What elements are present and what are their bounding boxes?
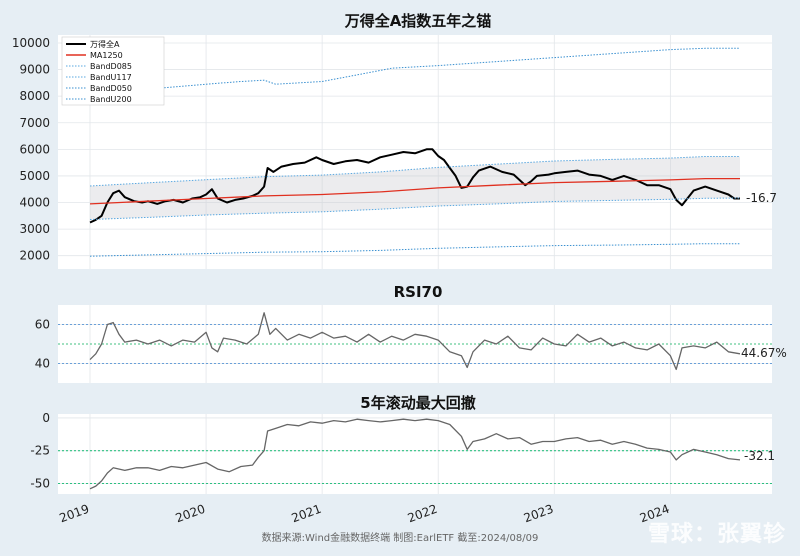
rsi-end-annotation: 44.67%	[741, 346, 787, 360]
price-ytick-label: 3000	[19, 222, 50, 236]
watermark: 雪球：张翼轸	[647, 522, 786, 547]
drawdown-series-line-0	[89, 418, 741, 490]
price-panel-title: 万得全A指数五年之锚	[344, 12, 492, 30]
rsi-series-line-0	[89, 312, 741, 371]
price-ytick-label: 8000	[19, 89, 50, 103]
drawdown-ytick-label: -25	[30, 444, 50, 458]
drawdown-panel: 5年滚动最大回撤 0 -25 -50 -32.1	[30, 394, 775, 494]
price-ytick-label: 2000	[19, 249, 50, 263]
price-ytick-label: 5000	[19, 169, 50, 183]
x-axis: 2019 2020 2021 2022 2023 2024	[58, 502, 672, 526]
price-series-line-4	[89, 243, 740, 257]
price-series-line-0	[89, 148, 740, 224]
drawdown-end-annotation: -32.1	[744, 449, 775, 463]
price-plot-area	[58, 35, 772, 269]
rsi-panel-title: RSI70	[394, 283, 443, 301]
price-ytick-label: 4000	[19, 196, 50, 210]
price-ytick-label: 6000	[19, 142, 50, 156]
price-ytick-label: 7000	[19, 116, 50, 130]
price-end-annotation: -16.7	[746, 191, 777, 205]
x-axis-year-label: 2022	[406, 502, 439, 526]
rsi-ytick-label: 40	[35, 357, 50, 371]
legend-box	[61, 36, 165, 106]
legend-entry-bandu117: BandU117	[90, 73, 132, 82]
band-shaded-region	[90, 156, 740, 220]
x-axis-year-label: 2020	[174, 502, 207, 526]
legend-entry-bandd085: BandD085	[90, 62, 132, 71]
rsi-ytick-label: 60	[35, 318, 50, 332]
price-ytick-label: 9000	[19, 63, 50, 77]
drawdown-panel-title: 5年滚动最大回撤	[360, 394, 475, 412]
legend-entry-ma1250: MA1250	[90, 51, 123, 60]
drawdown-plot-area	[58, 414, 772, 494]
drawdown-ytick-label: -50	[30, 477, 50, 491]
price-panel: 万得全A指数五年之锚 2000 3000 4000 5000 6000 7000 8000 9…	[12, 12, 777, 269]
price-series-line-2	[89, 197, 741, 220]
price-series-line-3	[89, 156, 740, 187]
drawdown-ytick-label: 0	[42, 411, 50, 425]
legend-entry-bandu200: BandU200	[90, 95, 132, 104]
x-axis-year-label: 2021	[290, 502, 323, 526]
legend-entry-index: 万得全A	[90, 39, 120, 49]
legend-entry-bandd050: BandD050	[90, 84, 132, 93]
price-ytick-label: 10000	[12, 36, 50, 50]
x-axis-year-label: 2023	[522, 502, 555, 526]
data-source-footer: 数据来源:Wind金融数据终端 制图:EarlETF 截至:2024/08/09	[261, 533, 539, 544]
chart-legend: 万得全A MA1250 BandD085 BandU117 BandD050 B…	[61, 36, 165, 106]
x-axis-year-label: 2019	[58, 502, 91, 526]
price-series-line-1	[89, 177, 740, 205]
rsi-panel: RSI70 40 60 44.67%	[35, 283, 787, 383]
